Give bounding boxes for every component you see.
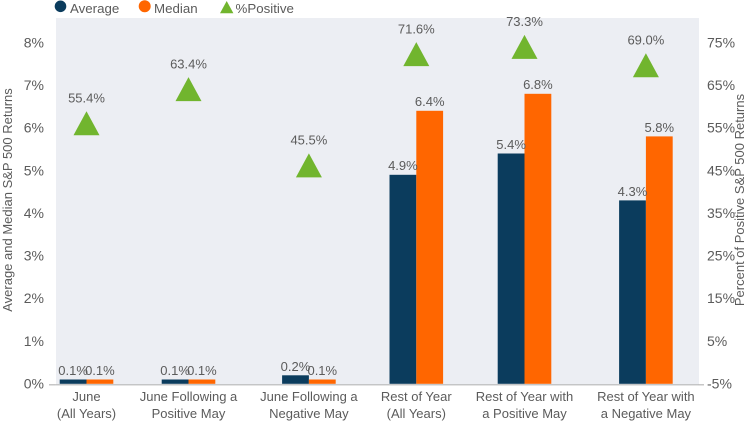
svg-text:-5%: -5% (707, 376, 732, 392)
svg-text:Negative May: Negative May (269, 406, 349, 421)
svg-text:Median: Median (154, 1, 198, 16)
svg-text:(All Years): (All Years) (387, 406, 446, 421)
svg-text:Percent of Positive S&P 500 Re: Percent of Positive S&P 500 Returns (732, 93, 747, 306)
svg-text:45%: 45% (707, 162, 735, 178)
svg-text:June Following a: June Following a (140, 389, 238, 404)
svg-text:75%: 75% (707, 34, 735, 50)
svg-text:55%: 55% (707, 120, 735, 136)
svg-text:73.3%: 73.3% (506, 14, 543, 29)
svg-text:69.0%: 69.0% (627, 33, 664, 48)
svg-text:0.1%: 0.1% (307, 363, 337, 378)
svg-text:Average and Median S&P 500 Ret: Average and Median S&P 500 Returns (0, 88, 15, 312)
svg-text:Rest of Year with: Rest of Year with (476, 389, 574, 404)
svg-text:25%: 25% (707, 248, 735, 264)
svg-text:55.4%: 55.4% (68, 91, 105, 106)
svg-text:5.8%: 5.8% (644, 120, 674, 135)
svg-text:6.4%: 6.4% (415, 94, 445, 109)
svg-text:2%: 2% (24, 290, 44, 306)
svg-text:4%: 4% (24, 205, 44, 221)
svg-text:June Following a: June Following a (260, 389, 358, 404)
svg-text:0%: 0% (24, 376, 44, 392)
svg-text:%Positive: %Positive (236, 1, 294, 16)
svg-text:5.4%: 5.4% (496, 137, 526, 152)
svg-text:71.6%: 71.6% (398, 21, 435, 36)
svg-text:63.4%: 63.4% (170, 56, 207, 71)
svg-text:5%: 5% (24, 162, 44, 178)
svg-text:Positive May: Positive May (152, 406, 226, 421)
svg-text:65%: 65% (707, 77, 735, 93)
svg-text:6%: 6% (24, 120, 44, 136)
svg-text:Rest of Year: Rest of Year (381, 389, 452, 404)
svg-text:0.1%: 0.1% (85, 363, 115, 378)
svg-text:Rest of Year with: Rest of Year with (597, 389, 695, 404)
svg-text:3%: 3% (24, 248, 44, 264)
svg-text:0.1%: 0.1% (187, 363, 217, 378)
svg-text:June: June (72, 389, 100, 404)
svg-text:0.1%: 0.1% (58, 363, 88, 378)
svg-text:0.1%: 0.1% (160, 363, 190, 378)
svg-text:4.9%: 4.9% (388, 158, 418, 173)
svg-text:0.2%: 0.2% (281, 359, 311, 374)
svg-text:6.8%: 6.8% (523, 77, 553, 92)
svg-text:a Negative May: a Negative May (601, 406, 692, 421)
svg-text:45.5%: 45.5% (290, 133, 327, 148)
svg-text:5%: 5% (707, 333, 727, 349)
svg-text:Average: Average (70, 1, 119, 16)
svg-text:35%: 35% (707, 205, 735, 221)
svg-text:(All Years): (All Years) (57, 406, 116, 421)
svg-text:15%: 15% (707, 290, 735, 306)
svg-text:8%: 8% (24, 34, 44, 50)
svg-text:a Positive May: a Positive May (482, 406, 567, 421)
svg-text:4.3%: 4.3% (618, 184, 648, 199)
svg-text:1%: 1% (24, 333, 44, 349)
svg-text:7%: 7% (24, 77, 44, 93)
